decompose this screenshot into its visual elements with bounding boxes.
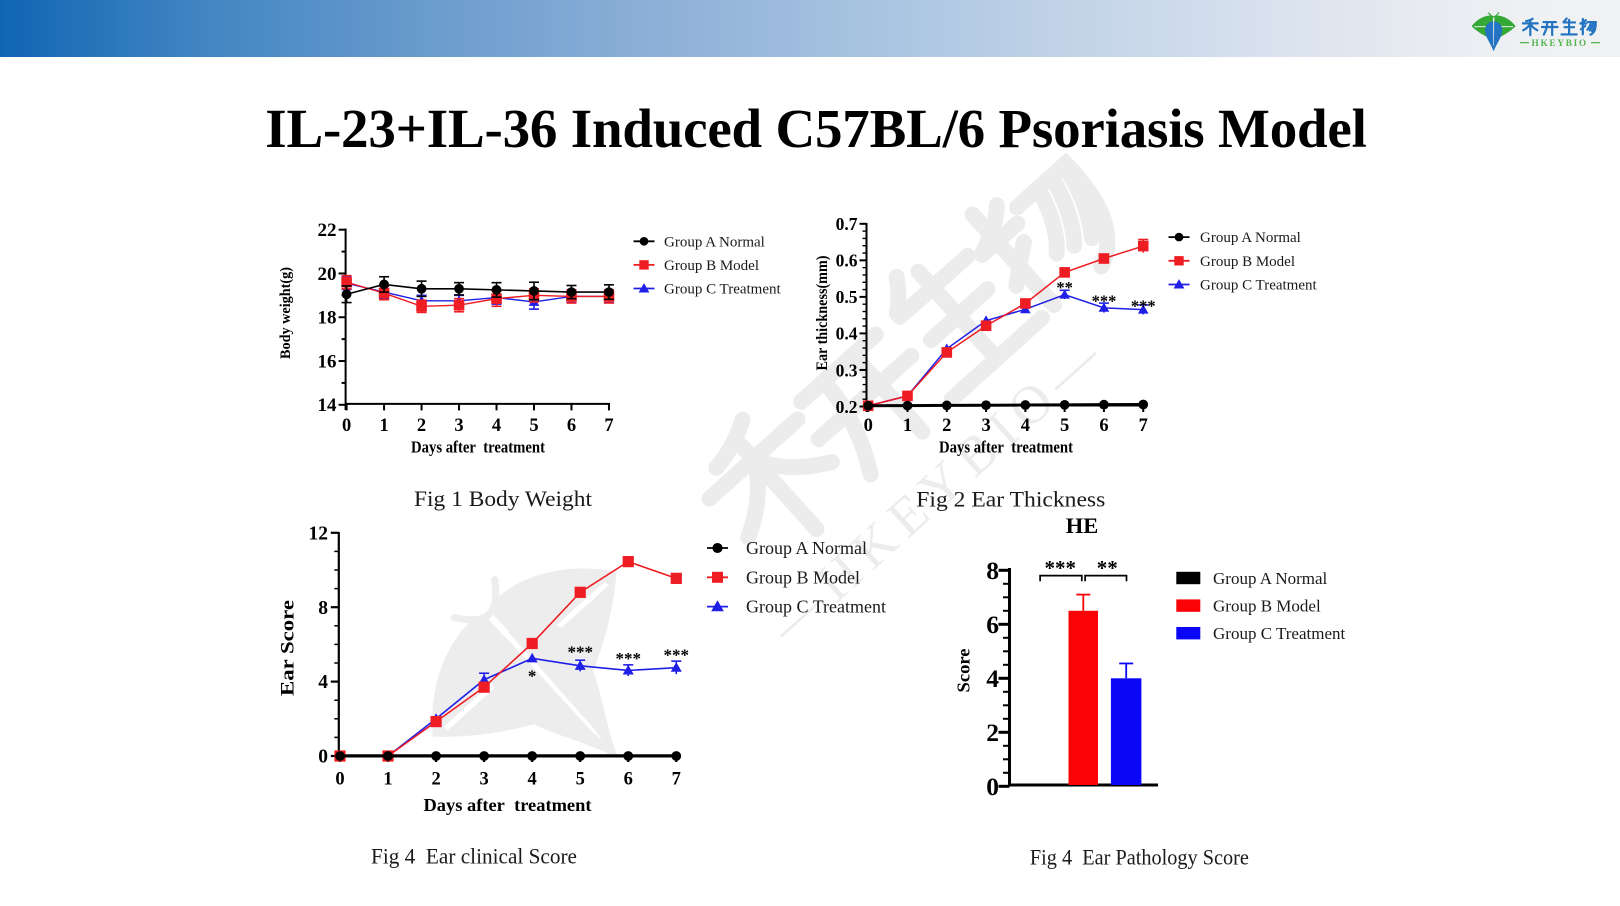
svg-text:16: 16: [318, 351, 337, 372]
svg-text:Group B Model: Group B Model: [1200, 254, 1295, 270]
svg-text:Ear Score: Ear Score: [278, 600, 299, 696]
svg-text:Group B Model: Group B Model: [1213, 597, 1321, 616]
svg-text:2: 2: [986, 718, 999, 747]
svg-text:**: **: [1097, 556, 1118, 580]
svg-text:Group B Model: Group B Model: [746, 567, 860, 587]
svg-text:Days after treatment: Days after treatment: [411, 438, 545, 457]
svg-text:0.7: 0.7: [836, 214, 858, 234]
svg-text:6: 6: [986, 610, 999, 639]
svg-text:***: ***: [1045, 556, 1077, 580]
svg-text:20: 20: [318, 264, 337, 285]
svg-text:12: 12: [309, 523, 329, 544]
svg-text:6: 6: [1099, 416, 1108, 436]
svg-text:Fig 4 Ear clinical Score: Fig 4 Ear clinical Score: [371, 844, 577, 869]
svg-text:0.5: 0.5: [836, 287, 858, 307]
svg-text:4: 4: [318, 672, 328, 693]
svg-text:***: ***: [664, 646, 690, 665]
svg-text:Fig 1 Body Weight: Fig 1 Body Weight: [414, 486, 592, 511]
svg-text:Days after treatment: Days after treatment: [939, 438, 1073, 457]
svg-text:***: ***: [1092, 292, 1117, 311]
svg-text:6: 6: [567, 416, 576, 436]
svg-text:**: **: [1056, 278, 1073, 297]
svg-text:Score: Score: [954, 648, 974, 692]
svg-text:Group A Normal: Group A Normal: [664, 234, 765, 250]
svg-text:0: 0: [342, 416, 351, 436]
svg-text:4: 4: [528, 770, 537, 790]
svg-text:3: 3: [981, 416, 990, 436]
svg-text:Fig 2 Ear Thickness: Fig 2 Ear Thickness: [916, 487, 1105, 512]
svg-text:3: 3: [479, 770, 488, 790]
svg-text:0: 0: [864, 416, 873, 436]
svg-text:2: 2: [942, 416, 951, 436]
svg-text:1: 1: [903, 416, 912, 436]
svg-text:1: 1: [379, 416, 388, 436]
svg-text:Days after treatment: Days after treatment: [424, 795, 592, 815]
svg-text:***: ***: [1131, 297, 1156, 316]
svg-text:0.6: 0.6: [836, 251, 858, 271]
svg-text:Group C Treatment: Group C Treatment: [1213, 624, 1346, 643]
svg-text:0: 0: [986, 772, 999, 801]
svg-text:14: 14: [318, 395, 338, 416]
svg-text:Body weight(g): Body weight(g): [278, 267, 294, 359]
svg-text:0.3: 0.3: [836, 360, 858, 380]
svg-text:***: ***: [567, 643, 593, 662]
svg-text:5: 5: [1060, 416, 1069, 436]
svg-text:5: 5: [529, 416, 538, 436]
svg-text:Group C Treatment: Group C Treatment: [746, 597, 886, 617]
svg-text:4: 4: [1021, 416, 1030, 436]
svg-text:Fig 4 Ear Pathology Score: Fig 4 Ear Pathology Score: [1030, 845, 1249, 870]
svg-text:4: 4: [986, 664, 999, 693]
svg-text:***: ***: [615, 649, 641, 668]
svg-text:4: 4: [492, 416, 501, 436]
svg-text:Group C Treatment: Group C Treatment: [1200, 278, 1318, 294]
svg-text:6: 6: [624, 770, 633, 790]
svg-text:18: 18: [318, 308, 337, 329]
svg-text:0: 0: [335, 770, 344, 790]
svg-text:0.4: 0.4: [836, 324, 858, 344]
svg-text:2: 2: [431, 770, 440, 790]
svg-text:7: 7: [1139, 416, 1148, 436]
svg-text:8: 8: [986, 556, 999, 585]
svg-text:3: 3: [454, 416, 463, 436]
svg-text:8: 8: [318, 598, 328, 619]
svg-text:HE: HE: [1066, 513, 1099, 538]
svg-text:Ear thickness(mm): Ear thickness(mm): [814, 256, 831, 371]
svg-text:HKEYBIO: HKEYBIO: [1532, 39, 1588, 49]
svg-text:0: 0: [318, 747, 328, 768]
svg-text:1: 1: [383, 770, 392, 790]
svg-text:Group C Treatment: Group C Treatment: [664, 282, 782, 298]
svg-text:7: 7: [604, 416, 613, 436]
svg-text:7: 7: [672, 770, 681, 790]
svg-text:*: *: [528, 667, 537, 686]
svg-text:0.2: 0.2: [836, 397, 858, 417]
svg-text:Group A Normal: Group A Normal: [746, 538, 867, 558]
svg-text:2: 2: [417, 416, 426, 436]
svg-text:Group A Normal: Group A Normal: [1213, 569, 1328, 588]
svg-text:22: 22: [318, 220, 337, 241]
svg-text:5: 5: [576, 770, 585, 790]
svg-text:Group B Model: Group B Model: [664, 258, 759, 274]
svg-text:Group A Normal: Group A Normal: [1200, 230, 1301, 246]
